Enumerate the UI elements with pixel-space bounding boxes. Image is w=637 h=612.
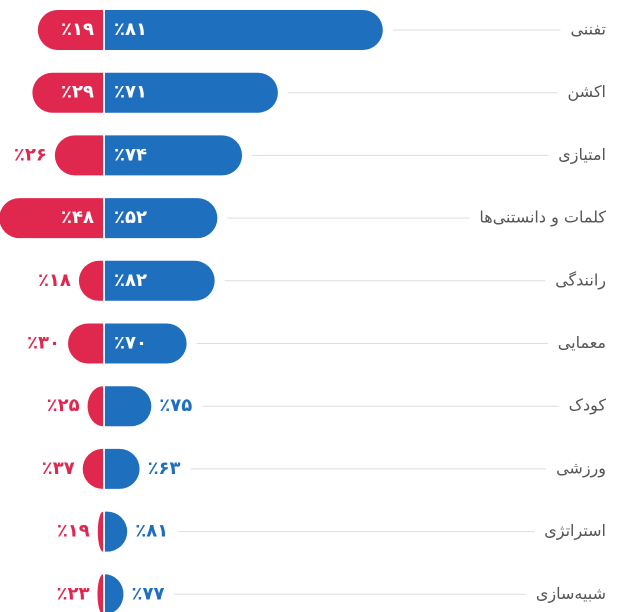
value-label: ٪۲۳ [57, 583, 90, 604]
value-label: ٪۱۸ [38, 270, 71, 291]
value-label: ٪۵۲ [114, 207, 147, 228]
bar-segment [105, 511, 128, 552]
bar-segment [32, 72, 103, 113]
bar-segment [105, 10, 383, 50]
category-label: کودک [569, 396, 607, 416]
category-label: کلمات و دانستنی‌ها [479, 208, 606, 228]
bar-segment [37, 10, 104, 50]
value-label: ٪۷۴ [114, 144, 147, 165]
bar-segment [105, 72, 278, 113]
bar-segment [0, 198, 103, 239]
category-label: معمایی [558, 333, 606, 352]
value-label: ٪۷۱ [114, 82, 147, 103]
value-label: ٪۳۷ [42, 458, 75, 479]
bar-segment [105, 135, 243, 176]
value-label: ٪۲۶ [14, 144, 47, 165]
value-label: ٪۸۲ [114, 270, 147, 291]
value-label: ٪۴۸ [61, 207, 94, 228]
value-label: ٪۷۰ [114, 333, 147, 354]
bar-segment [97, 574, 103, 612]
value-label: ٪۱۹ [57, 521, 90, 542]
category-label: استراتژی [544, 521, 606, 541]
category-label: رانندگی [555, 270, 606, 290]
category-label: تفننی [570, 20, 606, 39]
bar-segment [54, 135, 103, 176]
category-label: امتیازی [558, 145, 606, 165]
value-label: ٪۱۹ [61, 19, 94, 40]
value-label: ٪۶۳ [148, 458, 181, 479]
value-label: ٪۷۵ [159, 395, 192, 416]
category-label: شبیه‌سازی [536, 584, 606, 604]
value-label: ٪۸۱ [114, 19, 147, 40]
value-label: ٪۳۰ [27, 333, 60, 354]
bar-segment [105, 386, 152, 427]
value-label: ٪۷۷ [131, 583, 164, 604]
bar-segment [78, 260, 103, 301]
value-label: ٪۲۹ [61, 82, 94, 103]
bar-segment [105, 448, 140, 489]
value-label: ٪۲۵ [47, 395, 80, 416]
category-label: ورزشی [556, 458, 606, 478]
category-label: اکشن [567, 82, 606, 102]
bar-segment [105, 323, 187, 364]
bar-segment [82, 448, 103, 489]
value-label: ٪۸۱ [135, 521, 168, 542]
bar-segment [105, 574, 124, 612]
bar-segment [105, 198, 218, 239]
bar-segment [68, 323, 103, 364]
bar-segment [97, 511, 103, 552]
bar-segment [87, 386, 103, 427]
bar-segment [105, 260, 215, 301]
